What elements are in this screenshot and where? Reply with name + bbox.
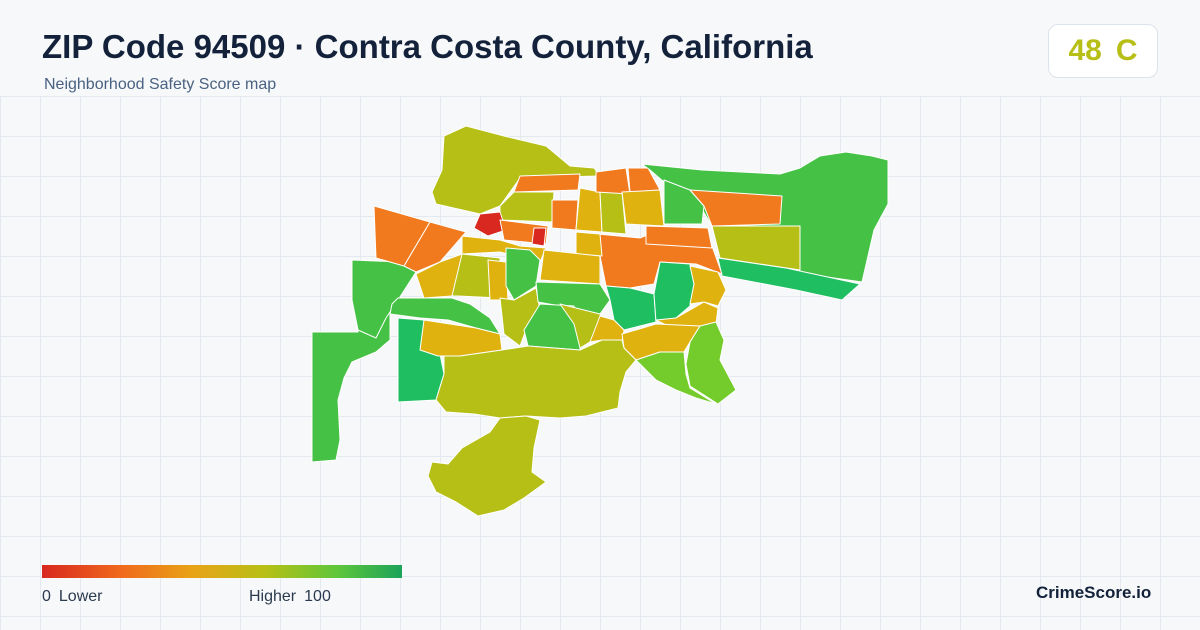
- neighborhood-region[interactable]: [711, 225, 801, 271]
- legend-min-label: 0 Lower: [42, 588, 102, 606]
- legend-min-text: Lower: [58, 588, 103, 605]
- safety-score-badge: 48 C: [1048, 24, 1158, 78]
- brand-logo-text[interactable]: CrimeScore.io: [1036, 583, 1152, 602]
- neighborhood-region[interactable]: [551, 199, 579, 231]
- neighborhood-region[interactable]: [689, 189, 783, 227]
- neighborhood-region[interactable]: [403, 221, 467, 273]
- neighborhood-region[interactable]: [513, 173, 581, 193]
- neighborhood-region[interactable]: [427, 415, 547, 517]
- neighborhood-region[interactable]: [605, 285, 657, 331]
- legend-gradient: [42, 565, 402, 578]
- legend-min-value: 0: [42, 588, 51, 605]
- neighborhood-region[interactable]: [473, 211, 507, 237]
- neighborhood-region[interactable]: [621, 189, 665, 227]
- header-bar: ZIP Code 94509 · Contra Costa County, Ca…: [0, 0, 1200, 96]
- legend-max-label: Higher 100: [249, 588, 331, 606]
- neighborhood-region[interactable]: [599, 191, 627, 235]
- page-title: ZIP Code 94509 · Contra Costa County, Ca…: [42, 28, 813, 65]
- score-value: 48: [1068, 34, 1102, 67]
- neighborhood-region[interactable]: [499, 191, 555, 223]
- neighborhood-region[interactable]: [635, 351, 717, 405]
- neighborhood-region[interactable]: [663, 179, 705, 225]
- legend-max-value: 100: [304, 588, 331, 605]
- neighborhood-region[interactable]: [685, 321, 737, 405]
- neighborhood-region[interactable]: [689, 265, 727, 307]
- neighborhood-region[interactable]: [539, 249, 601, 285]
- score-grade: C: [1115, 34, 1138, 67]
- neighborhood-region[interactable]: [595, 167, 631, 195]
- page-subtitle: Neighborhood Safety Score map: [44, 76, 277, 93]
- neighborhood-region[interactable]: [435, 339, 637, 419]
- neighborhood-region[interactable]: [487, 259, 509, 301]
- neighborhood-region[interactable]: [575, 187, 603, 233]
- neighborhood-region[interactable]: [575, 231, 603, 257]
- legend-max-text: Higher: [249, 588, 297, 605]
- neighborhood-region[interactable]: [531, 227, 547, 247]
- neighborhood-region[interactable]: [645, 225, 713, 249]
